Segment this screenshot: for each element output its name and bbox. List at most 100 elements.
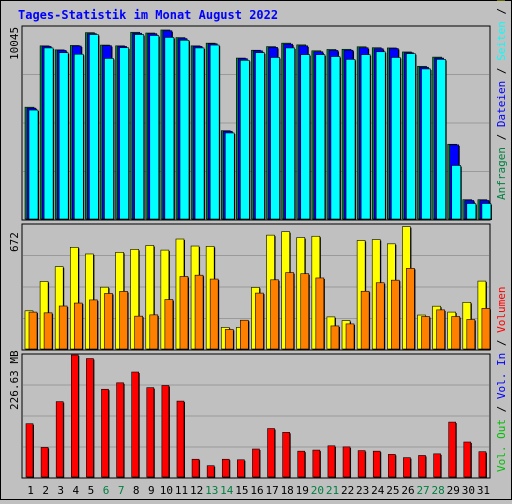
- x-tick-label: 11: [175, 484, 188, 497]
- bar-seiten: [194, 47, 205, 220]
- bar-volumen: [372, 450, 381, 478]
- bar-seiten: [285, 47, 295, 220]
- bar-rechner: [89, 299, 98, 350]
- x-tick-label: 2: [42, 484, 49, 497]
- bar-seiten: [406, 53, 416, 220]
- bar-volumen: [388, 454, 396, 478]
- bar-seiten: [421, 68, 431, 220]
- bar-seiten: [104, 58, 114, 220]
- bar-rechner: [179, 276, 189, 350]
- bar-seiten: [224, 132, 235, 220]
- bar-seiten: [134, 34, 144, 220]
- bar-volumen: [221, 458, 230, 478]
- legend-segment: /: [495, 399, 508, 419]
- bar-seiten: [149, 35, 160, 220]
- bar-rechner: [330, 325, 340, 350]
- x-tick-label: 13: [205, 484, 218, 497]
- bar-seiten: [315, 54, 326, 220]
- bar-seiten: [345, 59, 356, 220]
- bar-volumen: [433, 453, 441, 478]
- bar-rechner: [134, 315, 143, 350]
- bar-rechner: [375, 282, 385, 350]
- legend-segment: Dateien: [495, 81, 508, 127]
- bar-seiten: [436, 59, 446, 220]
- bar-seiten: [119, 47, 129, 220]
- bar-volumen: [327, 445, 336, 478]
- legend-segment: Vol. In: [495, 353, 508, 399]
- x-tick-label: 29: [447, 484, 460, 497]
- bar-rechner: [421, 316, 430, 350]
- x-tick-label: 4: [73, 484, 80, 497]
- x-tick-label: 17: [265, 484, 278, 497]
- x-tick-label: 31: [477, 484, 490, 497]
- bar-volumen: [176, 400, 185, 478]
- chart-title: Tages-Statistik im Monat August 2022: [18, 8, 278, 22]
- bar-volumen: [267, 428, 275, 478]
- bar-rechner: [466, 319, 476, 350]
- bar-volumen: [312, 449, 321, 478]
- bar-rechner: [149, 314, 159, 350]
- bar-seiten: [58, 52, 69, 220]
- bar-rechner: [255, 292, 264, 350]
- bar-volumen: [237, 459, 245, 478]
- bar-rechner: [104, 293, 113, 350]
- bar-rechner: [240, 319, 249, 350]
- x-tick-label: 25: [386, 484, 399, 497]
- bar-seiten: [43, 47, 54, 220]
- bar-rechner: [406, 268, 415, 350]
- x-tick-label: 20: [311, 484, 324, 497]
- bar-rechner: [73, 302, 83, 350]
- bar-volumen: [418, 455, 426, 478]
- bar-seiten: [466, 203, 477, 220]
- legend-segment: Seiten: [495, 21, 508, 61]
- x-tick-label: 6: [103, 484, 110, 497]
- bar-rechner: [451, 316, 461, 350]
- bar-rechner: [391, 279, 400, 350]
- bar-volumen: [161, 385, 170, 478]
- bar-rechner: [28, 311, 38, 350]
- bar-rechner: [481, 308, 491, 350]
- bar-seiten: [240, 60, 250, 220]
- x-tick-label: 16: [250, 484, 263, 497]
- bar-volumen: [131, 371, 139, 478]
- legend-segment: /: [495, 61, 508, 81]
- bar-seiten: [360, 54, 371, 220]
- x-tick-label: 10: [160, 484, 173, 497]
- bar-rechner: [270, 279, 279, 350]
- x-tick-label: 9: [148, 484, 155, 497]
- y-max-label: 10045: [8, 27, 21, 60]
- x-tick-label: 22: [341, 484, 354, 497]
- bar-rechner: [43, 312, 53, 350]
- bar-volumen: [342, 446, 351, 478]
- bar-volumen: [206, 465, 215, 478]
- x-tick-label: 30: [462, 484, 475, 497]
- legend-segment: Anfragen: [495, 147, 508, 200]
- x-tick-label: 23: [356, 484, 369, 497]
- bar-volumen: [297, 450, 306, 478]
- x-tick-label: 26: [401, 484, 414, 497]
- legend-hits-visits: Anfragen / Dateien / Seiten / Besuche / …: [495, 0, 508, 200]
- x-tick-label: 8: [133, 484, 140, 497]
- bar-rechner: [285, 272, 294, 350]
- x-tick-label: 14: [220, 484, 234, 497]
- x-tick-label: 19: [296, 484, 309, 497]
- bar-seiten: [391, 57, 401, 220]
- bar-volumen: [191, 458, 200, 478]
- bar-rechner: [224, 329, 234, 350]
- bar-rechner: [345, 323, 355, 350]
- legend-volume: Vol. Out / Vol. In / Volumen: [495, 287, 508, 472]
- bar-seiten: [481, 203, 492, 220]
- bar-seiten: [270, 57, 280, 220]
- bar-volumen: [101, 388, 109, 478]
- bar-volumen: [403, 457, 411, 478]
- x-tick-label: 24: [371, 484, 385, 497]
- y-max-label: 672: [8, 232, 21, 252]
- bar-volumen: [146, 387, 155, 478]
- bar-volumen: [478, 451, 487, 478]
- bar-volumen: [55, 401, 64, 478]
- bar-seiten: [164, 37, 175, 220]
- x-tick-label: 27: [416, 484, 429, 497]
- bar-volumen: [86, 358, 94, 478]
- bar-rechner: [58, 305, 68, 350]
- bar-volumen: [252, 448, 260, 478]
